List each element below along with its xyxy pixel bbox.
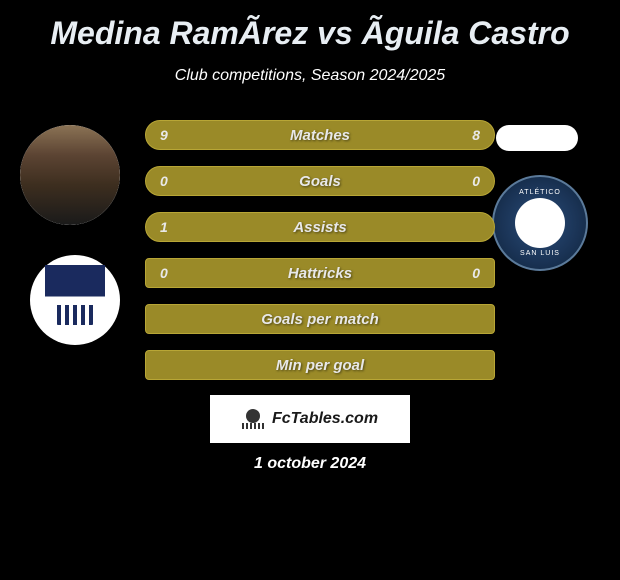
footer-brand-text: FcTables.com [272,410,378,428]
club-right-text-bottom: SAN LUIS [520,250,560,257]
stat-matches-left: 9 [160,127,168,143]
stat-mpg-label: Min per goal [276,357,364,374]
stat-hattricks-label: Hattricks [288,265,352,282]
stat-assists-left: 1 [160,219,168,235]
stat-matches-right: 8 [472,127,480,143]
club-right-badge: ATLÉTICO SAN LUIS [492,175,588,271]
page-subtitle: Club competitions, Season 2024/2025 [10,67,610,85]
page-title: Medina RamÃ­rez vs Ãguila Castro [10,15,610,52]
club-left-shield-icon [45,265,105,335]
stat-goals-right: 0 [472,173,480,189]
footer-brand-badge: FcTables.com [210,395,410,443]
stat-bar-matches: 9 Matches 8 [145,120,495,150]
stat-bar-goals-per-match: Goals per match [145,304,495,334]
stat-hattricks-right: 0 [472,265,480,281]
stat-bar-min-per-goal: Min per goal [145,350,495,380]
stat-gpm-label: Goals per match [261,311,379,328]
club-right-center-icon [515,198,565,248]
stat-assists-label: Assists [293,219,346,236]
player-left-avatar [20,125,120,225]
stat-matches-label: Matches [290,127,350,144]
stat-bar-hattricks: 0 Hattricks 0 [145,258,495,288]
stat-goals-left: 0 [160,173,168,189]
stat-goals-label: Goals [299,173,341,190]
club-left-badge [30,255,120,345]
footer-date: 1 october 2024 [254,455,366,473]
club-right-text-top: ATLÉTICO [519,189,561,196]
stat-bar-goals: 0 Goals 0 [145,166,495,196]
stat-bar-assists: 1 Assists [145,212,495,242]
fctables-logo-icon [242,407,266,431]
stat-hattricks-left: 0 [160,265,168,281]
stat-bars-container: 9 Matches 8 0 Goals 0 1 Assists 0 Hattri… [145,120,495,396]
player-right-avatar [496,125,578,151]
